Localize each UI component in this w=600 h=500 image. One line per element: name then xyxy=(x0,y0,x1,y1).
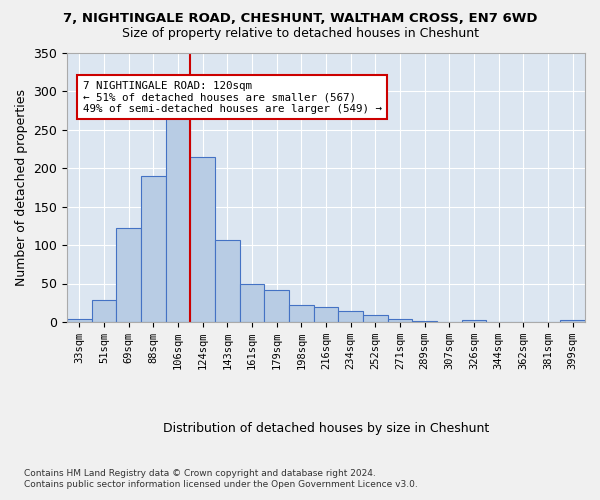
Text: Size of property relative to detached houses in Cheshunt: Size of property relative to detached ho… xyxy=(121,28,479,40)
Text: 7, NIGHTINGALE ROAD, CHESHUNT, WALTHAM CROSS, EN7 6WD: 7, NIGHTINGALE ROAD, CHESHUNT, WALTHAM C… xyxy=(63,12,537,26)
Bar xyxy=(67,319,92,322)
Bar xyxy=(215,240,240,322)
Text: Contains HM Land Registry data © Crown copyright and database right 2024.: Contains HM Land Registry data © Crown c… xyxy=(24,469,376,478)
Text: Contains public sector information licensed under the Open Government Licence v3: Contains public sector information licen… xyxy=(24,480,418,489)
Y-axis label: Number of detached properties: Number of detached properties xyxy=(15,89,28,286)
Bar xyxy=(190,157,215,322)
Bar xyxy=(166,96,190,322)
Bar xyxy=(92,300,116,322)
Bar xyxy=(289,305,314,322)
Bar xyxy=(560,320,585,322)
Bar xyxy=(116,228,141,322)
X-axis label: Distribution of detached houses by size in Cheshunt: Distribution of detached houses by size … xyxy=(163,422,489,435)
Bar xyxy=(265,290,289,322)
Text: 7 NIGHTINGALE ROAD: 120sqm
← 51% of detached houses are smaller (567)
49% of sem: 7 NIGHTINGALE ROAD: 120sqm ← 51% of deta… xyxy=(83,81,382,114)
Bar xyxy=(412,321,437,322)
Bar xyxy=(363,315,388,322)
Bar xyxy=(462,320,487,322)
Bar xyxy=(240,284,265,322)
Bar xyxy=(338,311,363,322)
Bar xyxy=(141,176,166,322)
Bar xyxy=(388,319,412,322)
Bar xyxy=(314,306,338,322)
